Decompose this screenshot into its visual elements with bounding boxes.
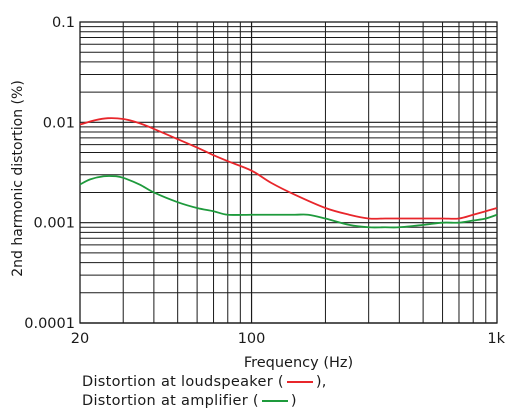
series-line-2 <box>79 175 498 229</box>
legend-amplifier-prefix: Distortion at amplifier ( <box>82 393 259 409</box>
legend-amplifier-suffix: ) <box>290 393 297 409</box>
legend-loudspeaker-prefix: Distortion at loudspeaker ( <box>82 374 284 390</box>
legend-amplifier: Distortion at amplifier () <box>82 393 297 409</box>
legend-amplifier-swatch <box>261 400 288 402</box>
plot-frame <box>79 21 498 324</box>
series-line-1 <box>79 117 498 220</box>
y-tick-label: 0.1 <box>52 15 75 31</box>
y-tick-label: 0.0001 <box>24 316 75 332</box>
y-tick-label: 0.001 <box>33 216 75 232</box>
y-axis-label: 2nd harmonic distortion (%) <box>10 80 26 277</box>
legend-loudspeaker-suffix: ), <box>315 374 327 390</box>
legend-loudspeaker-swatch <box>286 381 313 383</box>
x-tick-label: 100 <box>238 331 266 347</box>
legend-loudspeaker: Distortion at loudspeaker (), <box>82 374 327 390</box>
x-axis-label: Frequency (Hz) <box>244 355 353 371</box>
x-tick-label: 20 <box>71 331 89 347</box>
x-tick-label: 1k <box>487 331 505 347</box>
y-tick-label: 0.01 <box>43 115 75 131</box>
